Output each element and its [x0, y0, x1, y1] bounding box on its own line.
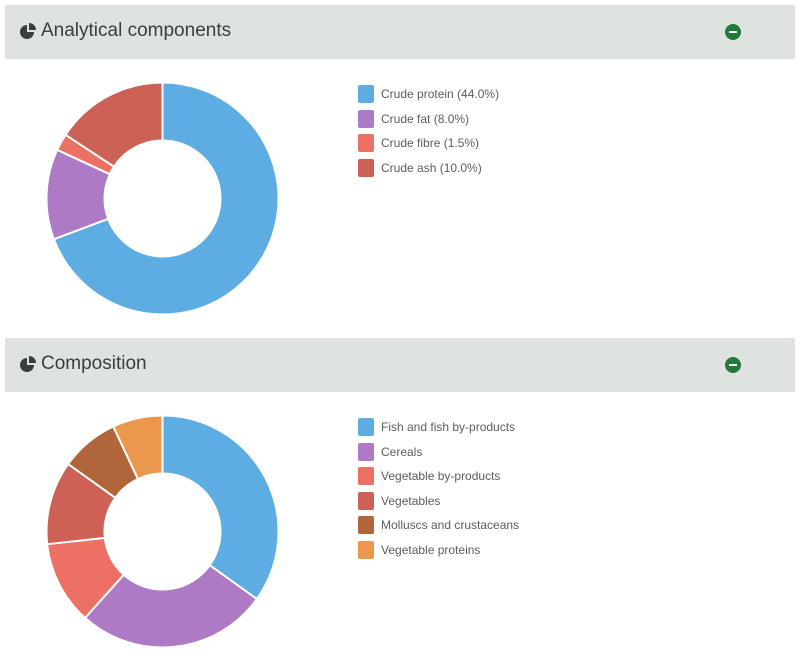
legend-label: Crude protein (44.0%): [381, 87, 500, 102]
pie-chart-icon: [20, 356, 36, 372]
legend-label: Cereals: [381, 444, 423, 459]
legend-swatch: [358, 418, 374, 437]
legend-swatch: [358, 491, 374, 510]
legend-item[interactable]: Crude ash (10.0%): [358, 156, 499, 181]
legend-swatch: [358, 467, 374, 486]
legend-label: Molluscs and crustaceans: [381, 518, 520, 533]
minus-circle-icon[interactable]: [725, 357, 741, 373]
legend-item[interactable]: Fish and fish by-products: [358, 415, 519, 440]
legend-swatch: [358, 540, 374, 559]
legend-label: Crude ash (10.0%): [381, 160, 482, 175]
legend-swatch: [358, 134, 374, 153]
composition-donut-chart: [45, 414, 280, 649]
legend-item[interactable]: Vegetable proteins: [358, 538, 519, 563]
legend-item[interactable]: Vegetable by-products: [358, 464, 519, 489]
legend-swatch: [358, 109, 374, 128]
legend-label: Crude fibre (1.5%): [381, 136, 480, 151]
legend-swatch: [358, 516, 374, 535]
donut-slice[interactable]: [83, 563, 259, 649]
legend-item[interactable]: Vegetables: [358, 489, 519, 514]
legend-item[interactable]: Molluscs and crustaceans: [358, 513, 519, 538]
minus-circle-icon[interactable]: [725, 24, 741, 40]
legend-item[interactable]: Crude fibre (1.5%): [358, 131, 499, 156]
legend-label: Vegetables: [381, 493, 441, 508]
composition-header: Composition: [5, 338, 795, 392]
legend-label: Vegetable by-products: [381, 469, 501, 484]
donut-slice[interactable]: [64, 81, 164, 169]
donut-slice[interactable]: [161, 414, 280, 601]
section-title: Analytical components: [41, 20, 232, 41]
legend-swatch: [358, 158, 374, 177]
legend-item[interactable]: Cereals: [358, 440, 519, 465]
legend-swatch: [358, 442, 374, 461]
analytical-components-donut-chart: [45, 81, 280, 316]
section-title: Composition: [41, 353, 147, 374]
legend-label: Fish and fish by-products: [381, 420, 516, 435]
legend-label: Vegetable proteins: [381, 542, 481, 557]
donut-slice[interactable]: [52, 81, 280, 316]
analytical-components-legend: Crude protein (44.0%) Crude fat (8.0%) Cru…: [358, 82, 499, 180]
analytical-components-header: Analytical components: [5, 5, 795, 59]
legend-label: Crude fat (8.0%): [381, 111, 470, 126]
pie-chart-icon: [20, 23, 36, 39]
composition-legend: Fish and fish by-products Cereals Vegetabl…: [358, 415, 519, 562]
legend-item[interactable]: Crude protein (44.0%): [358, 82, 499, 107]
legend-item[interactable]: Crude fat (8.0%): [358, 107, 499, 132]
donut-slice[interactable]: [111, 414, 164, 481]
legend-swatch: [358, 85, 374, 104]
